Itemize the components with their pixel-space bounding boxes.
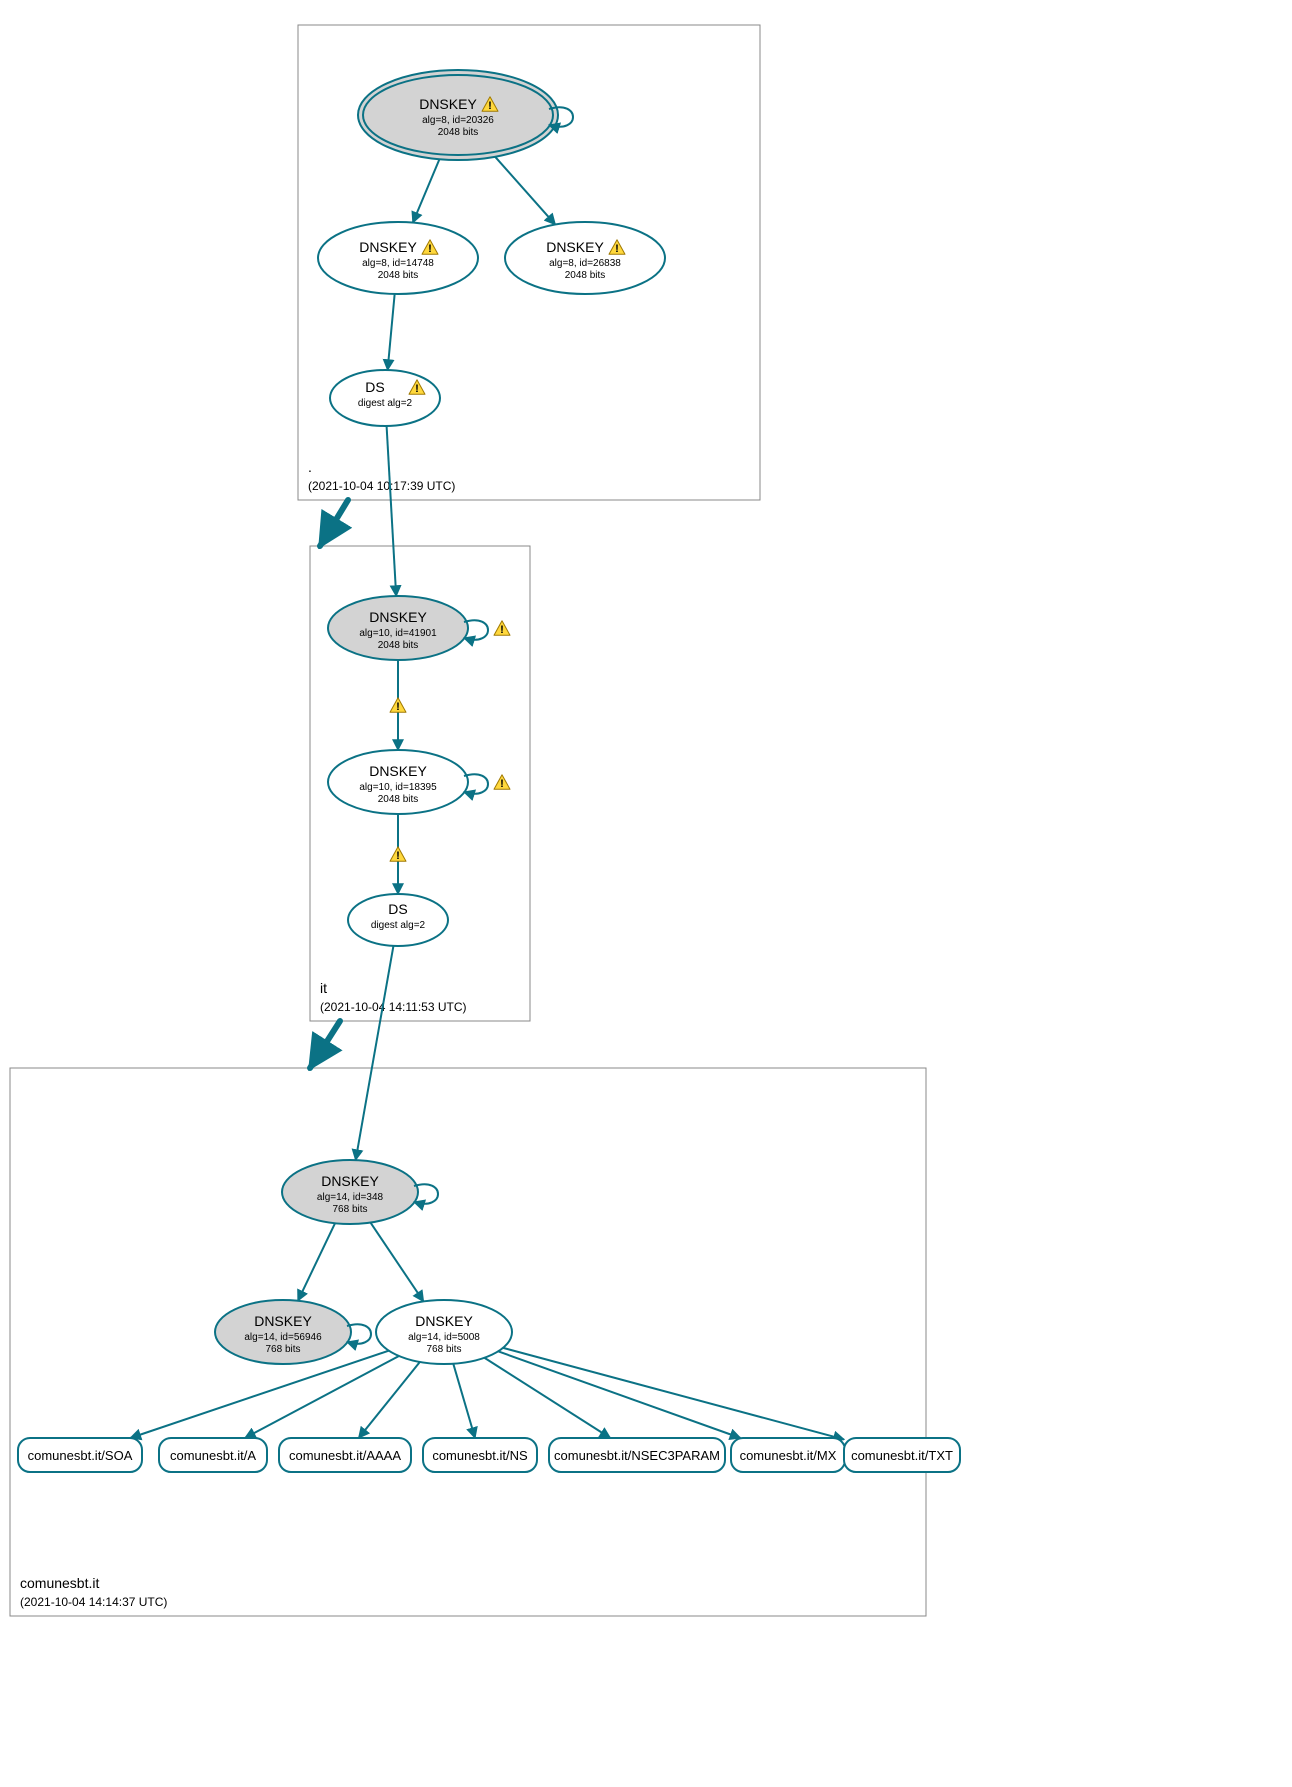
node-detail: alg=14, id=56946: [244, 1332, 322, 1343]
svg-text:!: !: [428, 243, 432, 255]
edge-lk1-lk2: [298, 1223, 335, 1301]
svg-text:!: !: [396, 850, 400, 862]
svg-text:!: !: [415, 383, 419, 395]
node-detail: alg=10, id=41901: [359, 628, 437, 639]
node-title: DS: [365, 379, 384, 395]
rrset-label: comunesbt.it/TXT: [851, 1448, 953, 1463]
node-detail: alg=8, id=26838: [549, 258, 621, 269]
node-detail: alg=14, id=5008: [408, 1332, 480, 1343]
zone-timestamp: (2021-10-04 14:11:53 UTC): [320, 1000, 467, 1014]
edge-rk1-rk3: [491, 152, 555, 224]
edge-lk3-rr_soa: [130, 1351, 388, 1438]
zone-timestamp: (2021-10-04 14:14:37 UTC): [20, 1595, 167, 1609]
rrset-rr_a: comunesbt.it/A: [159, 1438, 267, 1472]
zone-edge-root-it: [320, 500, 348, 546]
node-detail: alg=8, id=14748: [362, 258, 434, 269]
warning-icon: !: [390, 847, 406, 862]
rrset-label: comunesbt.it/SOA: [28, 1448, 133, 1463]
warning-icon: !: [494, 621, 510, 636]
node-lk3: DNSKEY alg=14, id=5008768 bits: [376, 1300, 512, 1364]
node-lk2: DNSKEY alg=14, id=56946768 bits: [215, 1300, 371, 1364]
rrset-rr_txt: comunesbt.it/TXT: [844, 1438, 960, 1472]
node-ik1: DNSKEY alg=10, id=419012048 bits: [328, 596, 488, 660]
rrset-rr_ns: comunesbt.it/NS: [423, 1438, 537, 1472]
node-rk2: DNSKEY alg=8, id=147482048 bits: [318, 222, 478, 294]
zone-edge-it-leaf: [310, 1021, 340, 1068]
node-title: DNSKEY: [254, 1313, 312, 1329]
svg-text:!: !: [396, 701, 400, 713]
node-detail: 2048 bits: [565, 270, 606, 281]
edge-lk3-rr_ns: [453, 1364, 475, 1438]
node-detail: alg=14, id=348: [317, 1192, 384, 1203]
node-title: DNSKEY: [321, 1173, 379, 1189]
warning-icon: !: [390, 698, 406, 713]
edge-lk3-rr_a: [245, 1356, 399, 1438]
edge-lk1-lk3: [370, 1223, 423, 1302]
node-rk1: DNSKEY alg=8, id=203262048 bits: [358, 70, 573, 160]
node-lk1: DNSKEY alg=14, id=348768 bits: [282, 1160, 438, 1224]
edge-rk2-rds: [388, 294, 395, 370]
node-detail: 2048 bits: [438, 127, 479, 138]
node-detail: digest alg=2: [358, 398, 413, 409]
edges-layer: [130, 152, 844, 1439]
edge-rk1-rk2: [413, 154, 442, 222]
rrset-rr_aaaa: comunesbt.it/AAAA: [279, 1438, 411, 1472]
node-detail: 2048 bits: [378, 270, 419, 281]
rrset-label: comunesbt.it/MX: [740, 1448, 837, 1463]
zone-title: it: [320, 980, 327, 996]
node-title: DNSKEY: [546, 239, 604, 255]
rrset-rr_soa: comunesbt.it/SOA: [18, 1438, 142, 1472]
rrset-label: comunesbt.it/NS: [432, 1448, 528, 1463]
node-ik2: DNSKEY alg=10, id=183952048 bits: [328, 750, 488, 814]
rrset-rr_nsec3: comunesbt.it/NSEC3PARAM: [549, 1438, 725, 1472]
node-detail: 768 bits: [426, 1344, 461, 1355]
svg-text:!: !: [500, 778, 504, 790]
node-title: DS: [388, 901, 407, 917]
edge-rds-ik1: [387, 426, 397, 596]
node-detail: 768 bits: [332, 1204, 367, 1215]
svg-text:!: !: [488, 100, 492, 112]
node-detail: 768 bits: [265, 1344, 300, 1355]
node-detail: alg=10, id=18395: [359, 782, 437, 793]
node-rk3: DNSKEY alg=8, id=268382048 bits: [505, 222, 665, 294]
node-detail: 2048 bits: [378, 640, 419, 651]
rrset-label: comunesbt.it/AAAA: [289, 1448, 401, 1463]
edge-lk3-rr_txt: [503, 1348, 844, 1440]
node-title: DNSKEY: [369, 763, 427, 779]
rrset-label: comunesbt.it/NSEC3PARAM: [554, 1448, 720, 1463]
svg-text:!: !: [500, 624, 504, 636]
edge-ids-lk1: [356, 946, 394, 1160]
zone-timestamp: (2021-10-04 10:17:39 UTC): [308, 479, 455, 493]
node-title: DNSKEY: [415, 1313, 473, 1329]
zone-title: .: [308, 459, 312, 475]
node-title: DNSKEY: [369, 609, 427, 625]
node-title: DNSKEY: [359, 239, 417, 255]
node-rds: DS digest alg=2: [330, 370, 440, 426]
rrset-rr_mx: comunesbt.it/MX: [731, 1438, 845, 1472]
node-detail: alg=8, id=20326: [422, 115, 494, 126]
dnssec-diagram: . (2021-10-04 10:17:39 UTC) it (2021-10-04 …: [0, 0, 1292, 1787]
node-detail: digest alg=2: [371, 920, 426, 931]
warning-icon: !: [494, 775, 510, 790]
zone-title: comunesbt.it: [20, 1575, 99, 1591]
node-title: DNSKEY: [419, 96, 477, 112]
rrset-label: comunesbt.it/A: [170, 1448, 256, 1463]
edge-lk3-rr_mx: [498, 1351, 740, 1438]
node-detail: 2048 bits: [378, 794, 419, 805]
svg-text:!: !: [615, 243, 619, 255]
node-ids: DS digest alg=2: [348, 894, 448, 946]
